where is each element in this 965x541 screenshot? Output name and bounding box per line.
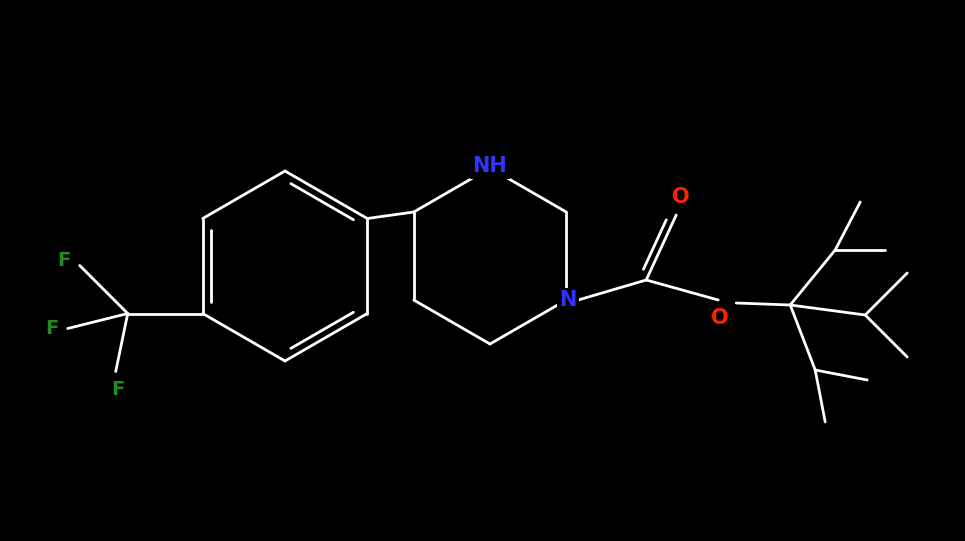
Text: F: F [111,380,124,399]
Text: F: F [57,251,70,270]
Text: NH: NH [473,156,508,176]
Text: O: O [673,187,690,207]
Text: O: O [711,308,729,328]
Text: N: N [560,290,577,310]
Text: F: F [45,319,58,338]
